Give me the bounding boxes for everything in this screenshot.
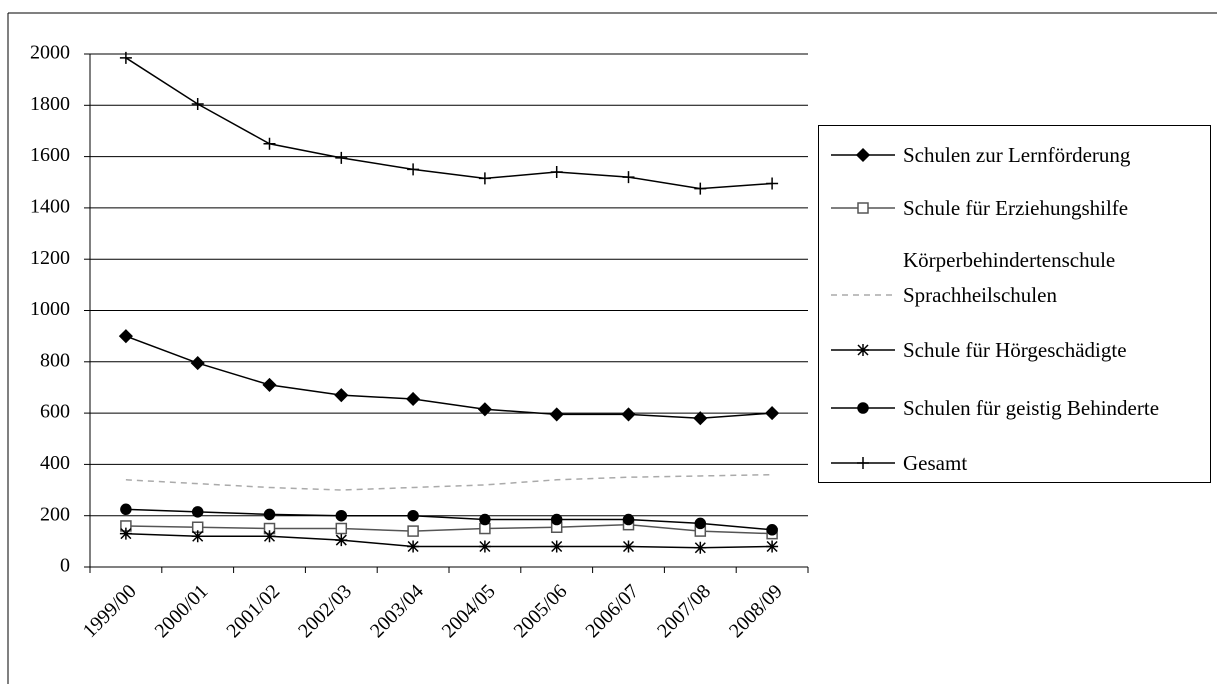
marker	[191, 530, 204, 543]
marker	[857, 202, 869, 214]
marker	[857, 344, 869, 356]
y-tick-label: 0	[60, 555, 70, 577]
marker	[857, 457, 869, 469]
marker	[622, 171, 635, 184]
marker	[335, 534, 348, 547]
marker	[335, 151, 348, 164]
legend-entry: Körperbehindertenschule	[819, 247, 1209, 277]
marker	[407, 525, 419, 537]
marker	[119, 51, 132, 64]
marker	[263, 530, 276, 543]
legend-entry: Schulen für geistig Behinderte	[819, 395, 1209, 425]
legend-swatch	[831, 259, 895, 261]
y-tick-label: 600	[40, 401, 70, 423]
series-line	[125, 473, 773, 491]
legend-swatch	[831, 402, 895, 414]
legend-label: Körperbehindertenschule	[903, 248, 1116, 272]
legend-entry: Schule für Erziehungshilfe	[819, 195, 1209, 225]
legend-swatch	[831, 147, 895, 163]
legend: Schulen zur Lernförderung Schule für Erzi…	[818, 125, 1211, 483]
legend-entry: Gesamt	[819, 450, 1209, 480]
marker	[477, 402, 492, 417]
y-tick-label: 1600	[30, 144, 70, 166]
marker	[407, 540, 420, 553]
marker	[335, 509, 348, 522]
series-line	[125, 508, 773, 531]
marker	[118, 329, 133, 344]
y-tick-label: 1000	[30, 298, 70, 320]
x-tick-label: 2007/08	[653, 580, 715, 642]
marker	[191, 98, 204, 111]
marker	[855, 147, 871, 163]
x-tick-label: 2002/03	[294, 580, 356, 642]
marker	[766, 177, 779, 190]
legend-entry: Schulen zur Lernförderung	[819, 142, 1209, 172]
marker	[550, 165, 563, 178]
legend-label: Schulen zur Lernförderung	[903, 143, 1131, 167]
y-tick-label: 1200	[30, 247, 70, 269]
series-line	[125, 57, 773, 190]
marker	[550, 513, 563, 526]
legend-swatch	[831, 344, 895, 356]
marker	[334, 388, 349, 403]
legend-swatch	[831, 202, 895, 214]
marker	[622, 513, 635, 526]
x-tick-label: 2008/09	[725, 580, 787, 642]
legend-label: Gesamt	[903, 451, 968, 475]
marker	[550, 540, 563, 553]
marker	[263, 137, 276, 150]
y-tick-label: 1400	[30, 195, 70, 217]
series-line	[125, 532, 773, 549]
x-tick-label: 2001/02	[222, 580, 284, 642]
marker	[766, 524, 778, 536]
x-tick-label: 2004/05	[438, 580, 500, 642]
y-tick-label: 200	[40, 503, 70, 525]
legend-label: Schule für Hörgeschädigte	[903, 338, 1127, 362]
marker	[766, 540, 779, 553]
x-tick-label: 2006/07	[581, 580, 643, 642]
legend-label: Schulen für geistig Behinderte	[903, 396, 1160, 420]
marker	[407, 509, 419, 522]
marker	[694, 182, 707, 195]
marker	[857, 402, 869, 414]
marker	[262, 377, 277, 392]
marker	[190, 356, 205, 371]
marker	[478, 540, 491, 553]
legend-label: Schule für Erziehungshilfe	[903, 196, 1129, 220]
legend-label: Sprachheilschulen	[903, 283, 1057, 307]
x-tick-label: 2003/04	[366, 580, 428, 642]
legend-entry: Schule für Hörgeschädigte	[819, 337, 1209, 367]
marker	[549, 407, 564, 422]
x-tick-label: 2005/06	[510, 580, 572, 642]
y-tick-label: 800	[40, 349, 70, 371]
y-tick-label: 2000	[30, 42, 70, 64]
legend-swatch	[831, 457, 895, 469]
legend-entry: Sprachheilschulen	[819, 282, 1209, 312]
series-line	[125, 335, 773, 419]
marker	[120, 503, 132, 516]
marker	[693, 411, 708, 426]
marker	[335, 522, 348, 535]
legend-swatch	[831, 294, 895, 296]
marker	[407, 163, 420, 176]
marker	[765, 406, 780, 421]
y-tick-label: 1800	[30, 93, 70, 115]
marker	[263, 508, 276, 521]
x-tick-label: 1999/00	[79, 580, 141, 642]
marker	[478, 172, 491, 185]
marker	[406, 391, 421, 407]
marker	[119, 527, 132, 540]
y-tick-label: 400	[40, 452, 70, 474]
marker	[621, 407, 636, 422]
series-line	[125, 523, 773, 535]
marker	[694, 517, 707, 530]
marker	[191, 506, 204, 518]
marker	[694, 541, 707, 554]
marker	[622, 540, 635, 553]
marker	[479, 513, 491, 526]
x-tick-label: 2000/01	[151, 580, 213, 642]
